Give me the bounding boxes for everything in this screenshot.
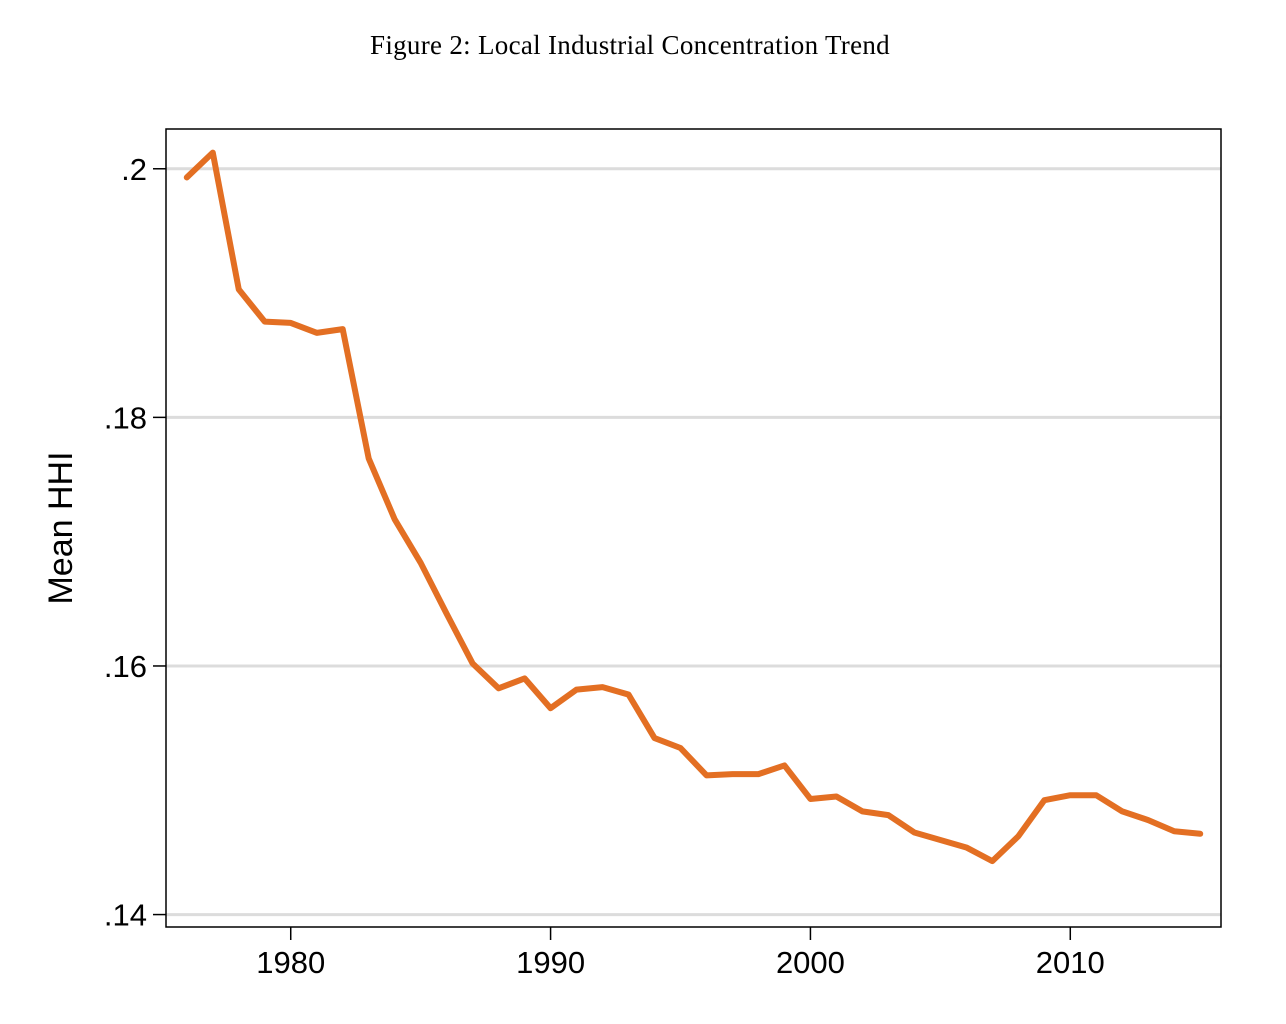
y-tick-label: .16 xyxy=(104,649,147,684)
y-tick-label: .14 xyxy=(104,898,147,933)
x-axis: 1980 1990 2000 2010 xyxy=(256,927,1105,980)
plot-frame xyxy=(165,128,1222,928)
y-axis: .14 .16 .18 .2 xyxy=(104,152,166,933)
y-tick-label: .2 xyxy=(121,152,147,187)
gridlines xyxy=(166,167,1221,917)
x-tick-label: 1980 xyxy=(256,945,325,980)
y-axis-title: Mean HHI xyxy=(42,451,80,604)
y-tick-label: .18 xyxy=(104,400,147,435)
x-tick-label: 1990 xyxy=(516,945,585,980)
series-line-mean-hhi xyxy=(183,149,1204,865)
figure-title: Figure 2: Local Industrial Concentration… xyxy=(370,30,890,60)
x-tick-label: 2000 xyxy=(776,945,845,980)
x-tick-label: 2010 xyxy=(1036,945,1105,980)
